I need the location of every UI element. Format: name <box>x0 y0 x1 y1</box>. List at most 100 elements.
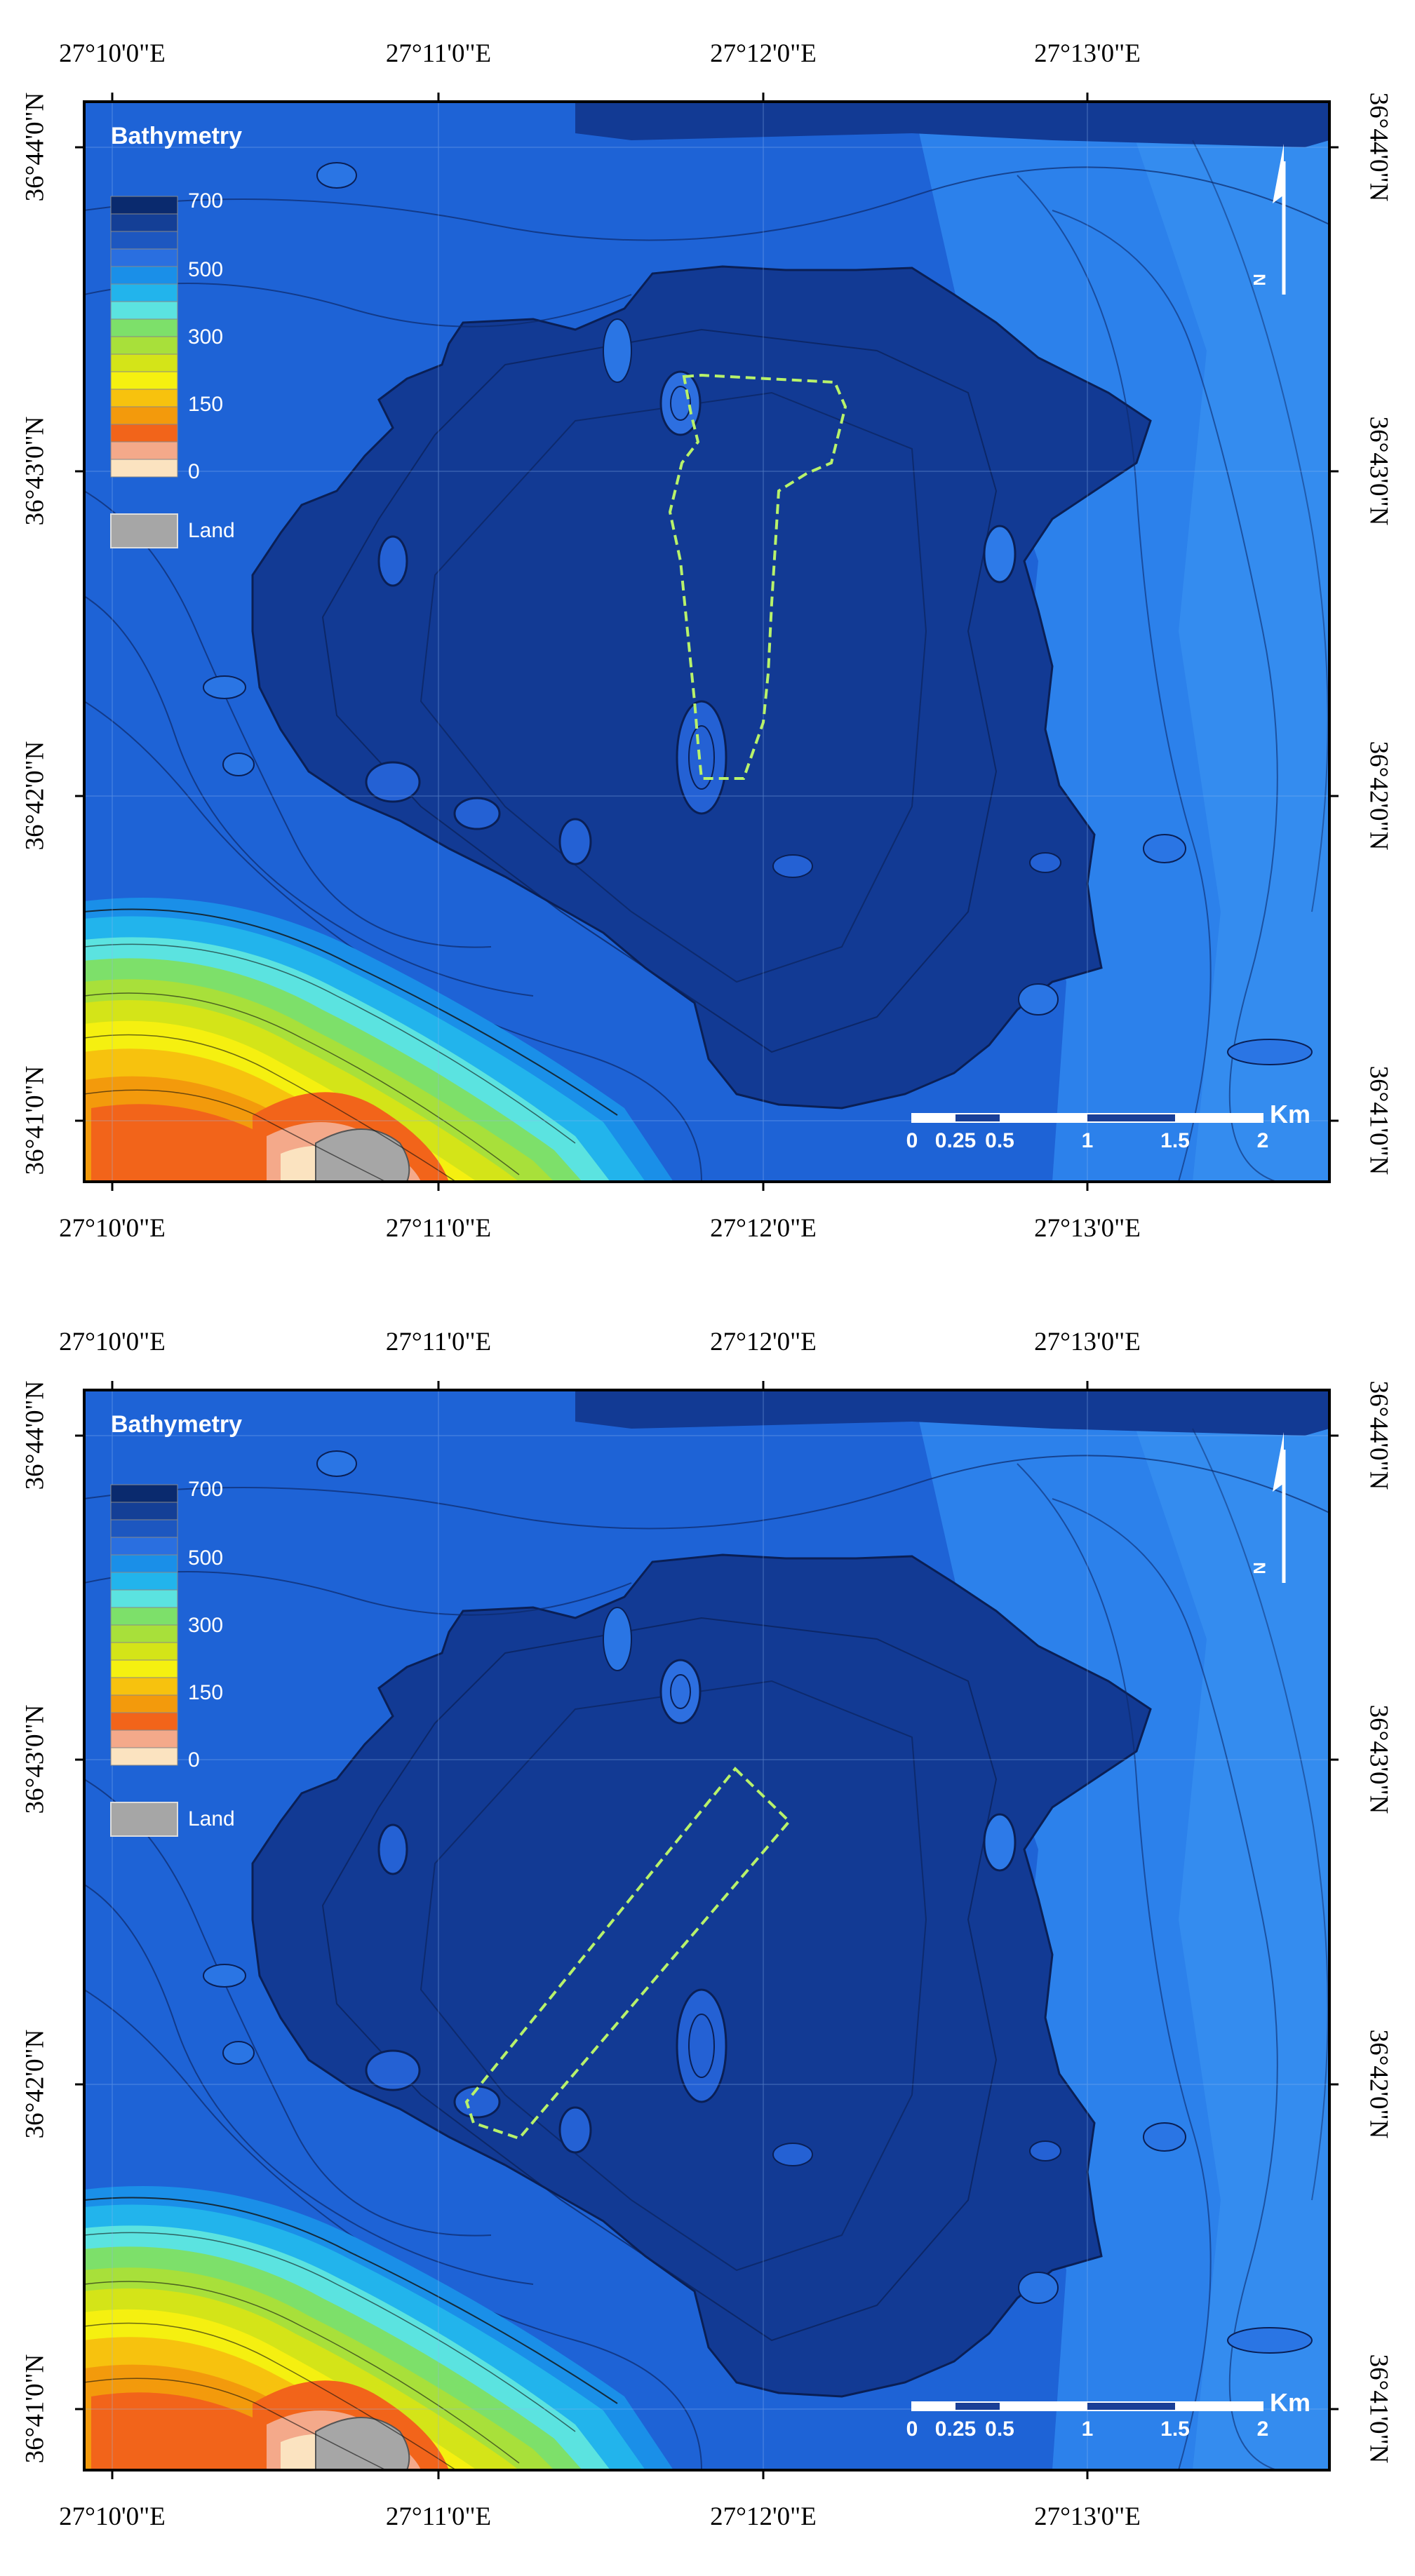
lon-label-top-1: 27°10'0"E <box>59 39 166 68</box>
lon-label-bottom-1: 27°10'0"E <box>59 2502 166 2531</box>
lat-label-right-2: 36°43'0"N <box>1364 1704 1393 1814</box>
legend-label-300: 300 <box>188 1614 224 1637</box>
legend-swatch <box>110 1694 178 1713</box>
legend-label-700: 700 <box>188 1478 224 1501</box>
legend-swatch <box>110 1624 178 1643</box>
legend-swatch <box>110 301 178 320</box>
legend-title: Bathymetry <box>111 123 243 149</box>
lon-label-top-3: 27°12'0"E <box>710 39 817 68</box>
scale-label-2: 2 <box>1256 1129 1269 1152</box>
lon-label-bottom-3: 27°12'0"E <box>710 2502 817 2531</box>
scale-unit: Km <box>1270 1100 1311 1128</box>
legend-label-0: 0 <box>188 1748 200 1772</box>
scale-label-1: 1 <box>1081 2417 1094 2441</box>
legend-label-300: 300 <box>188 325 224 349</box>
scale-label-0: 0 <box>906 1129 918 1152</box>
legend-swatch <box>110 1589 178 1608</box>
lon-label-bottom-4: 27°13'0"E <box>1034 1214 1141 1243</box>
north-arrow <box>1273 144 1286 295</box>
scale-label-0: 0 <box>906 2417 918 2441</box>
legend-land-swatch <box>110 1802 178 1837</box>
legend-label-150: 150 <box>188 393 224 416</box>
scale-unit: Km <box>1270 2388 1311 2417</box>
legend-swatch <box>110 459 178 478</box>
legend-title: Bathymetry <box>111 1411 243 1438</box>
lat-label-left-3: 36°42'0"N <box>20 2029 50 2139</box>
legend-swatch <box>110 318 178 337</box>
legend-swatch <box>110 1502 178 1520</box>
legend-swatch <box>110 231 178 250</box>
scale-label-05: 0.5 <box>985 1129 1014 1152</box>
legend-label-150: 150 <box>188 1681 224 1704</box>
lat-label-right-3: 36°42'0"N <box>1364 2029 1393 2139</box>
legend-swatch <box>110 389 178 407</box>
scale-bar <box>911 2401 1263 2411</box>
scale-bar <box>911 1113 1263 1123</box>
lon-label-top-2: 27°11'0"E <box>385 39 492 68</box>
legend-swatch <box>110 1554 178 1573</box>
legend-label-700: 700 <box>188 189 224 213</box>
lat-label-right-3: 36°42'0"N <box>1364 741 1393 851</box>
lat-label-left-1: 36°44'0"N <box>20 92 50 202</box>
lat-label-right-1: 36°44'0"N <box>1364 92 1393 202</box>
lon-label-bottom-2: 27°11'0"E <box>385 1214 492 1243</box>
legend-swatches <box>110 1484 178 1766</box>
legend-swatch <box>110 1484 178 1503</box>
legend-swatch <box>110 1642 178 1661</box>
legend-swatch <box>110 371 178 390</box>
legend-swatch <box>110 1747 178 1766</box>
legend-swatch <box>110 353 178 372</box>
legend-swatch <box>110 1659 178 1678</box>
legend-swatch <box>110 1677 178 1696</box>
lat-label-right-2: 36°43'0"N <box>1364 416 1393 526</box>
deep-basin <box>251 265 1152 1110</box>
legend-label-0: 0 <box>188 460 200 483</box>
legend-swatches <box>110 196 178 478</box>
scale-label-025: 0.25 <box>934 2417 977 2441</box>
legend-swatch <box>110 283 178 302</box>
north-arrow <box>1273 1432 1286 1583</box>
scale-label-15: 1.5 <box>1160 2417 1190 2441</box>
legend-swatch <box>110 1537 178 1556</box>
legend-land-label: Land <box>188 519 235 542</box>
legend-label-500: 500 <box>188 258 224 281</box>
lat-label-left-1: 36°44'0"N <box>20 1380 50 1490</box>
legend-swatch <box>110 441 178 460</box>
lat-label-left-2: 36°43'0"N <box>20 416 50 526</box>
lon-label-top-2: 27°11'0"E <box>385 1328 492 1356</box>
lon-label-top-4: 27°13'0"E <box>1034 1328 1141 1356</box>
lat-label-right-1: 36°44'0"N <box>1364 1380 1393 1490</box>
lon-label-bottom-4: 27°13'0"E <box>1034 2502 1141 2531</box>
deep-north-strip <box>575 102 1329 147</box>
legend-swatch <box>110 213 178 232</box>
map-panel-2: 27°10'0"E 27°11'0"E 27°12'0"E 27°13'0"E … <box>0 1288 1415 2576</box>
legend-land-swatch <box>110 513 178 548</box>
scale-label-1: 1 <box>1081 1129 1094 1152</box>
island-shelf <box>84 898 673 1182</box>
legend-label-500: 500 <box>188 1546 224 1570</box>
legend-swatch <box>110 1519 178 1538</box>
island-shelf <box>84 2186 673 2470</box>
lat-label-right-4: 36°41'0"N <box>1364 1065 1393 1175</box>
north-arrow-label: N <box>1250 274 1270 286</box>
map-panel-1: 27°10'0"E 27°11'0"E 27°12'0"E 27°13'0"E … <box>20 39 1393 1243</box>
legend-swatch <box>110 406 178 425</box>
scale-label-15: 1.5 <box>1160 1129 1190 1152</box>
lon-label-top-1: 27°10'0"E <box>59 1328 166 1356</box>
legend-swatch <box>110 1607 178 1626</box>
legend-swatch <box>110 1729 178 1748</box>
survey-outline <box>668 373 847 780</box>
legend-swatch <box>110 1712 178 1731</box>
survey-outline <box>464 1767 791 2140</box>
lon-label-top-3: 27°12'0"E <box>710 1328 817 1356</box>
lon-label-bottom-1: 27°10'0"E <box>59 1214 166 1243</box>
lat-label-left-4: 36°41'0"N <box>20 1065 50 1175</box>
map-frame <box>83 1389 1331 2472</box>
lat-label-left-4: 36°41'0"N <box>20 2354 50 2464</box>
lat-label-left-2: 36°43'0"N <box>20 1704 50 1814</box>
legend-swatch <box>110 266 178 285</box>
scale-label-025: 0.25 <box>934 1129 977 1152</box>
deep-north-strip <box>575 1390 1329 1436</box>
deep-basin <box>251 1553 1152 2398</box>
legend-swatch <box>110 424 178 443</box>
